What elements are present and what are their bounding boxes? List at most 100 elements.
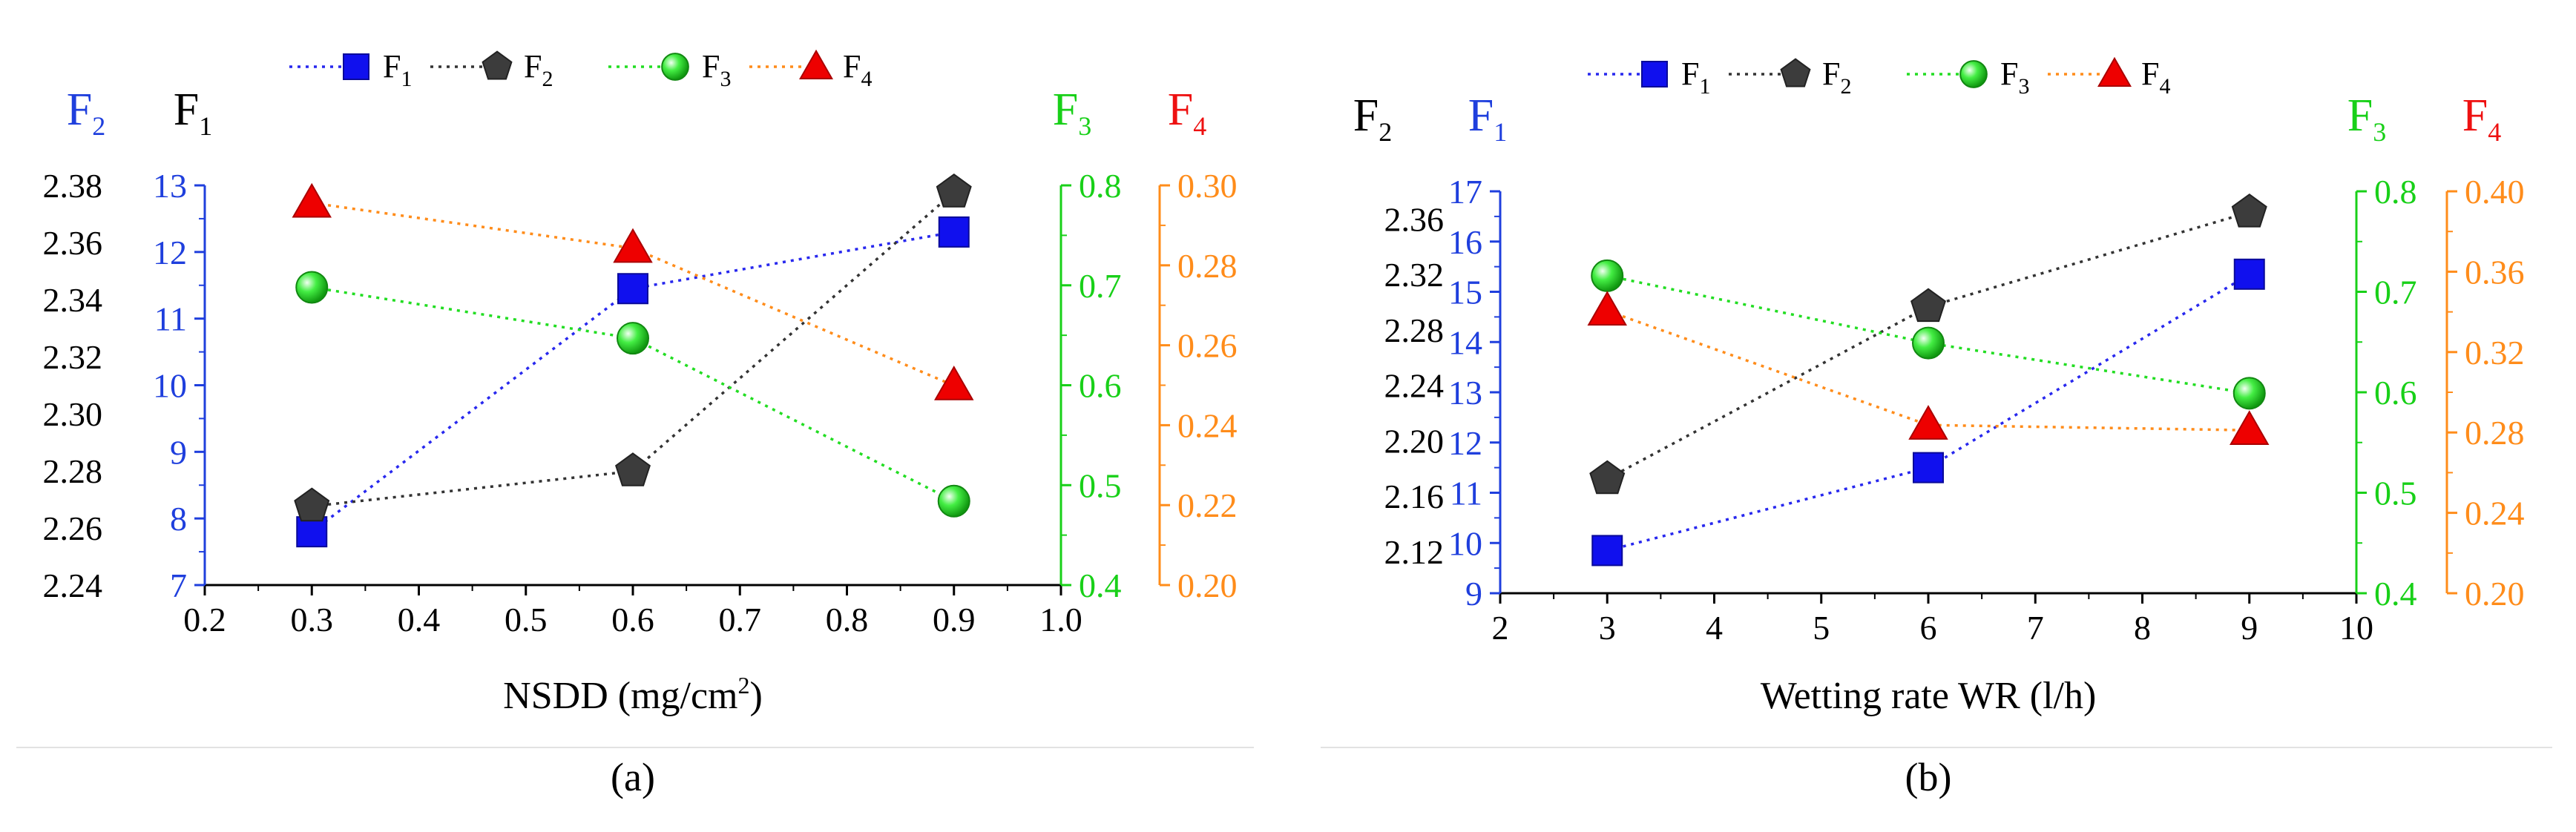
y-tick-label-f1: 7 — [170, 567, 187, 604]
y-axis-title-main: F — [2347, 90, 2373, 141]
data-point-F3 — [295, 271, 329, 304]
y-axis-title-main: F — [174, 85, 199, 135]
y-tick-label-f4: 0.20 — [1177, 567, 1238, 604]
panel-label: (b) — [1905, 755, 1952, 799]
y-tick-label-f3: 0.4 — [2374, 575, 2417, 613]
y-axis-title-sub: 1 — [199, 111, 212, 141]
data-point-F1 — [296, 516, 328, 548]
legend-marker-F4 — [799, 49, 833, 79]
y-tick-label-f4: 0.28 — [2465, 414, 2525, 452]
y-tick-label-f2: 2.38 — [43, 167, 103, 205]
y-tick-label-f2: 2.32 — [1384, 256, 1445, 294]
legend-label-sub: 2 — [1840, 74, 1851, 99]
y-axis-title-sub: 4 — [2488, 117, 2501, 147]
y-tick-label-f1: 10 — [1448, 524, 1482, 562]
y-tick-label-f4: 0.40 — [2465, 173, 2525, 211]
x-tick-label: 0.7 — [719, 601, 762, 638]
y-tick-label-f4: 0.20 — [2465, 575, 2525, 613]
y-tick-label-f4: 0.24 — [1177, 406, 1238, 444]
y-tick-label-f1: 15 — [1448, 274, 1482, 311]
legend-marker-F3 — [661, 53, 689, 81]
data-point-F3 — [937, 484, 970, 518]
data-point-F4 — [1908, 405, 1948, 440]
data-point-F4 — [2230, 410, 2270, 445]
y-tick-label-f1: 11 — [154, 300, 187, 338]
data-point-F3 — [2232, 377, 2266, 410]
data-point-F1 — [617, 273, 648, 305]
legend-label-main: F — [2000, 56, 2018, 92]
legend-label-F2: F2 — [1822, 56, 1851, 99]
y-axis-title-sub: 3 — [1078, 111, 1091, 141]
data-point-F1 — [938, 216, 970, 248]
y-tick-label-f2: 2.36 — [43, 224, 103, 262]
y-tick-label-f2: 2.12 — [1384, 533, 1445, 571]
y-axis-title-f3: F3 — [2347, 90, 2386, 147]
x-tick-label: 10 — [2339, 609, 2373, 647]
series-line-F3 — [312, 285, 955, 503]
data-point-F1 — [1591, 535, 1623, 567]
y-axis-title-main: F — [1353, 90, 1379, 141]
legend-marker-F4 — [2097, 56, 2132, 87]
y-axis-title-f1: F1 — [1468, 90, 1507, 147]
y-tick-label-f4: 0.26 — [1177, 327, 1238, 365]
legend-label-sub: 3 — [720, 67, 731, 91]
data-point-F2 — [294, 487, 330, 522]
y-tick-label-f4: 0.24 — [2465, 495, 2525, 532]
data-point-F2 — [1910, 288, 1946, 323]
x-tick-label: 1.0 — [1039, 601, 1082, 638]
y-tick-label-f4: 0.28 — [1177, 247, 1238, 285]
y-axis-title-sub: 3 — [2373, 117, 2386, 147]
legend-label-main: F — [524, 48, 542, 85]
x-tick-label: 0.2 — [183, 601, 226, 638]
legend-marker-F2 — [1780, 58, 1811, 88]
y-tick-label-f1: 12 — [153, 234, 187, 271]
y-tick-label-f1: 17 — [1448, 173, 1482, 211]
series-line-F1 — [1606, 273, 2250, 552]
legend-label-sub: 1 — [1699, 74, 1710, 99]
legend-label-main: F — [1681, 56, 1699, 92]
panel-label: (a) — [611, 755, 655, 799]
y-tick-label-f1: 9 — [170, 433, 187, 471]
legend-label-main: F — [843, 48, 861, 85]
legend-label-main: F — [2141, 56, 2159, 92]
y-axis-title-sub: 2 — [1379, 117, 1392, 147]
y-tick-label-f3: 0.4 — [1079, 567, 1122, 604]
x-tick-label: 4 — [1706, 609, 1723, 647]
y-tick-label-f1: 9 — [1465, 575, 1482, 613]
x-tick-label: 7 — [2027, 609, 2044, 647]
legend-label-F2: F2 — [524, 48, 553, 91]
y-axis-title-sub: 2 — [92, 111, 105, 141]
x-tick-label: 0.4 — [398, 601, 441, 638]
series-line-F4 — [312, 201, 955, 387]
y-tick-label-f1: 11 — [1450, 475, 1482, 512]
series-line-F2 — [312, 191, 955, 508]
legend-label-main: F — [383, 48, 401, 85]
y-tick-label-f2: 2.34 — [43, 281, 103, 319]
x-tick-label: 0.6 — [611, 601, 654, 638]
data-point-F4 — [613, 228, 653, 263]
y-tick-label-f3: 0.5 — [1079, 466, 1122, 504]
data-point-F2 — [936, 173, 972, 208]
y-tick-label-f1: 8 — [170, 500, 187, 538]
y-tick-label-f4: 0.30 — [1177, 167, 1238, 205]
data-point-F4 — [1587, 291, 1627, 326]
y-tick-label-f3: 0.8 — [2374, 173, 2417, 211]
data-point-F2 — [1589, 460, 1626, 495]
y-axis-title-main: F — [2462, 90, 2488, 141]
y-tick-label-f2: 2.16 — [1384, 478, 1445, 515]
y-axis-title-f2: F2 — [67, 85, 105, 141]
y-tick-label-f2: 2.28 — [1384, 311, 1445, 349]
y-tick-label-f1: 12 — [1448, 424, 1482, 462]
y-tick-label-f3: 0.6 — [2374, 374, 2417, 412]
y-tick-label-f1: 13 — [153, 167, 187, 205]
legend-marker-F1 — [343, 53, 369, 80]
data-point-F4 — [934, 366, 974, 400]
x-axis-label-main: NSDD (mg/cm — [503, 675, 737, 717]
x-tick-label: 0.3 — [291, 601, 334, 638]
y-axis-title-sub: 1 — [1494, 117, 1507, 147]
y-tick-label-f3: 0.7 — [2374, 274, 2417, 311]
legend-marker-F3 — [1959, 60, 1988, 88]
legend-label-sub: 4 — [861, 67, 872, 91]
y-tick-label-f3: 0.8 — [1079, 167, 1122, 205]
